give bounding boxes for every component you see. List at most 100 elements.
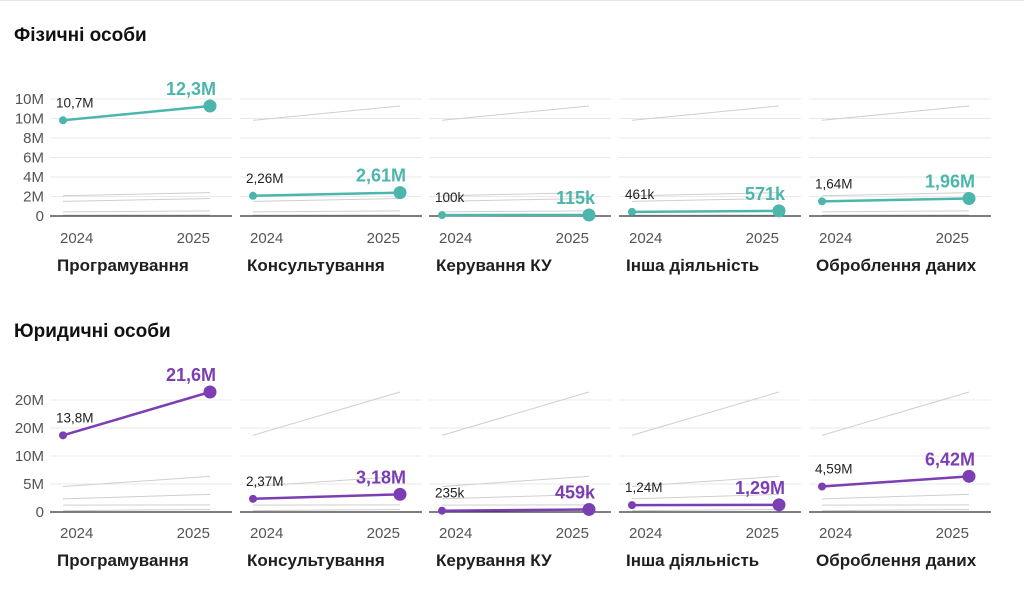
data-point-2024 (438, 211, 446, 220)
x-tick-label: 2025 (746, 230, 779, 247)
y-tick-label: 0 (36, 504, 44, 521)
x-tick-label: 2024 (250, 525, 283, 542)
x-tick-label: 2025 (936, 525, 969, 542)
x-tick-label: 2025 (936, 230, 969, 247)
series-line (631, 209, 780, 214)
section-title-individuals: Фізичні особи (14, 25, 147, 46)
data-label-2025: 459k (555, 482, 596, 502)
data-label-2025: 12,3M (166, 79, 216, 99)
ghost-line (252, 105, 401, 121)
x-tick-label: 2025 (367, 230, 400, 247)
series-line (62, 104, 211, 122)
ghost-line (252, 475, 401, 487)
ghost-line (62, 493, 211, 500)
data-point-2024 (249, 494, 257, 503)
ghost-line (441, 391, 590, 436)
x-tick-label: 2024 (629, 525, 662, 542)
series-line (821, 197, 970, 203)
data-label-2024: 13,8M (56, 410, 94, 425)
panel-label: Інша діяльність (626, 256, 759, 275)
y-tick-label: 8M (23, 130, 44, 147)
data-label-2025: 1,96M (925, 171, 975, 191)
ghost-line (631, 197, 780, 202)
data-label-2025: 1,29M (735, 478, 785, 498)
series-line (252, 191, 401, 198)
x-tick-label: 2025 (367, 525, 400, 542)
data-point-2024 (818, 197, 826, 206)
ghost-line (821, 210, 970, 213)
top-divider (0, 0, 1024, 1)
ghost-line (252, 508, 401, 512)
ghost-line (631, 192, 780, 197)
x-tick-label: 2024 (250, 230, 283, 247)
x-tick-label: 2025 (177, 230, 210, 247)
ghost-line (631, 508, 780, 512)
data-label-2024: 1,24M (625, 480, 663, 495)
y-tick-label: 10M (15, 91, 44, 108)
ghost-line (631, 391, 780, 436)
series-line (441, 508, 590, 512)
series-line (252, 493, 401, 501)
ghost-line (821, 508, 970, 512)
y-tick-label: 2M (23, 189, 44, 206)
x-tick-label: 2025 (177, 525, 210, 542)
ghost-line (631, 493, 780, 500)
ghost-line (441, 493, 590, 500)
data-point-2025 (962, 191, 976, 205)
y-tick-label: 0 (36, 208, 44, 225)
data-point-2024 (628, 207, 636, 216)
series-line (62, 390, 211, 437)
data-label-2024: 100k (435, 190, 465, 205)
ghost-line (821, 192, 970, 197)
ghost-line (441, 197, 590, 202)
data-label-2025: 21,6M (166, 365, 216, 385)
ghost-line (62, 210, 211, 213)
data-point-2024 (59, 431, 67, 440)
y-tick-label: 10M (15, 448, 44, 465)
y-tick-label: 20M (15, 392, 44, 409)
data-label-2024: 2,26M (246, 171, 284, 186)
section-title-legal: Юридичні особи (14, 321, 171, 342)
data-label-2024: 1,64M (815, 176, 853, 191)
x-tick-label: 2024 (60, 525, 93, 542)
y-tick-label: 10M (15, 111, 44, 128)
ghost-line (821, 105, 970, 121)
data-point-2025 (582, 502, 596, 516)
ghost-line (62, 197, 211, 202)
x-tick-label: 2024 (819, 230, 852, 247)
ghost-line (441, 210, 590, 213)
data-point-2025 (393, 487, 407, 501)
data-label-2025: 115k (556, 188, 596, 208)
ghost-line (62, 508, 211, 512)
ghost-line (441, 192, 590, 197)
panel-label: Оброблення даних (816, 256, 977, 275)
x-tick-label: 2024 (60, 230, 93, 247)
data-point-2024 (818, 482, 826, 491)
panel-label: Програмування (57, 551, 189, 570)
x-tick-label: 2024 (439, 230, 472, 247)
panel-label: Програмування (57, 256, 189, 275)
data-label-2025: 6,42M (925, 449, 975, 469)
data-point-2025 (772, 498, 786, 512)
panel-label: Консультування (247, 551, 385, 570)
x-tick-label: 2025 (556, 525, 589, 542)
x-tick-label: 2025 (556, 230, 589, 247)
panel-label: Керування КУ (436, 551, 552, 570)
panel-label: Оброблення даних (816, 551, 977, 570)
y-tick-label: 4M (23, 169, 44, 186)
y-tick-label: 20M (15, 420, 44, 437)
ghost-line (252, 210, 401, 213)
x-tick-label: 2024 (439, 525, 472, 542)
data-label-2024: 2,37M (246, 474, 284, 489)
x-tick-label: 2024 (629, 230, 662, 247)
y-tick-label: 5M (23, 476, 44, 493)
data-point-2024 (438, 506, 446, 515)
series-line (821, 475, 970, 488)
data-point-2025 (582, 208, 596, 222)
ghost-line (441, 105, 590, 121)
data-point-2025 (203, 385, 217, 399)
data-label-2025: 2,61M (356, 166, 406, 186)
x-tick-label: 2024 (819, 525, 852, 542)
panel-label: Інша діяльність (626, 551, 759, 570)
